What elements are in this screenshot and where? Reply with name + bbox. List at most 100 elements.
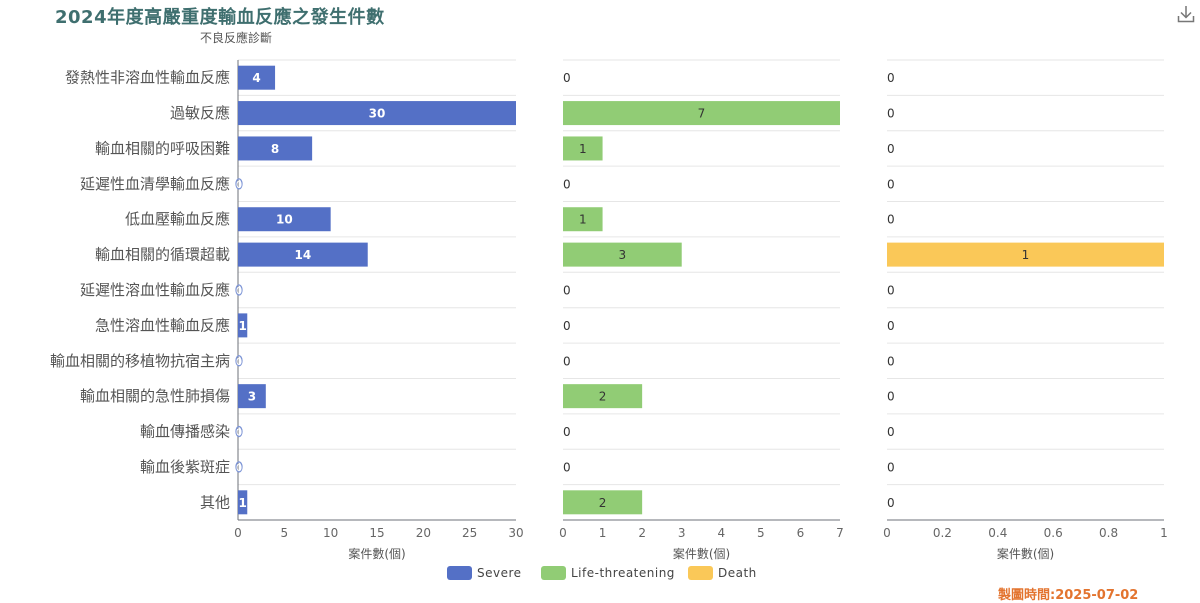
data-label: 0 [887, 71, 895, 85]
category-label: 延遲性血清學輸血反應 [80, 175, 230, 193]
zero-marker [235, 461, 243, 473]
x-tick-label: 3 [678, 526, 686, 540]
x-tick-label: 0.4 [988, 526, 1007, 540]
legend-label: Life-threatening [571, 566, 675, 580]
bar-severe [238, 207, 331, 232]
data-label: 8 [271, 142, 279, 156]
zero-marker [235, 284, 243, 296]
bar-severe [238, 384, 266, 409]
bar-severe [238, 490, 248, 515]
bar-life-threatening [563, 242, 682, 267]
data-label: 4 [252, 71, 260, 85]
data-label: 0 [887, 460, 895, 474]
bar-life-threatening [563, 384, 643, 409]
x-tick-label: 4 [717, 526, 725, 540]
data-label: 0 [887, 213, 895, 227]
data-label: 0 [563, 284, 571, 298]
data-label: 2 [599, 496, 607, 510]
zero-marker [235, 425, 243, 438]
x-tick-label: 0 [559, 526, 567, 540]
category-label: 輸血相關的急性肺損傷 [80, 387, 230, 405]
x-axis-title: 案件數(個) [673, 546, 730, 561]
data-label: 0 [887, 390, 895, 404]
data-label: 14 [295, 248, 312, 262]
data-label: 7 [698, 107, 706, 121]
data-label: 1 [238, 319, 246, 333]
legend-swatch-severe [447, 566, 472, 580]
data-label: 0 [563, 354, 571, 368]
data-label: 0 [236, 180, 242, 191]
x-tick-label: 25 [462, 526, 477, 540]
category-label: 發熱性非溶血性輸血反應 [65, 69, 230, 87]
x-tick-label: 15 [369, 526, 384, 540]
x-tick-label: 2 [638, 526, 646, 540]
category-label: 急性溶血性輸血反應 [95, 316, 230, 334]
data-label: 0 [887, 177, 895, 191]
data-label: 1 [1022, 248, 1030, 262]
bar-life-threatening [563, 136, 603, 161]
data-label: 3 [248, 390, 256, 404]
x-tick-label: 6 [797, 526, 805, 540]
bar-severe [238, 101, 516, 126]
chart-timestamp: 製圖時間:2025-07-02 [998, 588, 1139, 603]
data-label: 0 [563, 460, 571, 474]
x-tick-label: 7 [836, 526, 844, 540]
data-label: 1 [579, 213, 587, 227]
category-label: 低血壓輸血反應 [125, 210, 230, 228]
data-label: 0 [887, 425, 895, 439]
data-label: 10 [276, 213, 293, 227]
category-label: 輸血相關的移植物抗宿主病 [50, 352, 230, 370]
data-label: 1 [238, 496, 246, 510]
x-tick-label: 0.6 [1044, 526, 1063, 540]
bar-life-threatening [563, 207, 603, 232]
bar-death [887, 242, 1164, 267]
zero-marker [235, 355, 243, 367]
legend-swatch-life-threatening [541, 566, 566, 580]
download-icon[interactable] [1176, 4, 1196, 24]
bar-severe [238, 242, 368, 267]
y-axis-title: 不良反應診斷 [200, 30, 272, 45]
data-label: 0 [563, 177, 571, 191]
legend-label: Death [718, 566, 757, 580]
data-label: 0 [236, 428, 242, 439]
bar-severe [238, 65, 276, 90]
x-tick-label: 1 [1160, 526, 1168, 540]
x-axis-title: 案件數(個) [997, 546, 1054, 561]
data-label: 2 [599, 390, 607, 404]
x-tick-label: 0.8 [1099, 526, 1118, 540]
category-label: 過敏反應 [170, 104, 230, 122]
data-label: 0 [236, 463, 242, 474]
data-label: 0 [563, 319, 571, 333]
bar-life-threatening [563, 490, 643, 515]
category-label: 延遲性溶血性輸血反應 [80, 281, 230, 299]
data-label: 0 [887, 107, 895, 121]
bar-severe [238, 313, 248, 338]
data-label: 0 [563, 425, 571, 439]
x-axis-title: 案件數(個) [348, 546, 405, 561]
x-tick-label: 5 [757, 526, 765, 540]
category-label: 輸血後紫斑症 [140, 458, 230, 476]
x-tick-label: 0 [234, 526, 242, 540]
zero-marker [235, 178, 243, 190]
data-label: 0 [887, 496, 895, 510]
data-label: 0 [887, 142, 895, 156]
data-label: 3 [619, 248, 627, 262]
data-label: 30 [369, 107, 386, 121]
legend-label: Severe [477, 566, 522, 580]
bar-life-threatening [563, 101, 840, 126]
data-label: 1 [579, 142, 587, 156]
x-tick-label: 30 [508, 526, 523, 540]
bar-severe [238, 136, 313, 161]
x-tick-label: 0.2 [933, 526, 952, 540]
category-label: 其他 [200, 493, 230, 511]
x-tick-label: 1 [599, 526, 607, 540]
data-label: 0 [887, 284, 895, 298]
data-label: 0 [236, 286, 242, 297]
data-label: 0 [236, 357, 242, 368]
data-label: 0 [887, 319, 895, 333]
category-label: 輸血相關的呼吸困難 [95, 139, 230, 157]
chart-title: 2024年度高嚴重度輸血反應之發生件數 [55, 7, 385, 28]
data-label: 0 [563, 71, 571, 85]
x-tick-label: 20 [416, 526, 431, 540]
